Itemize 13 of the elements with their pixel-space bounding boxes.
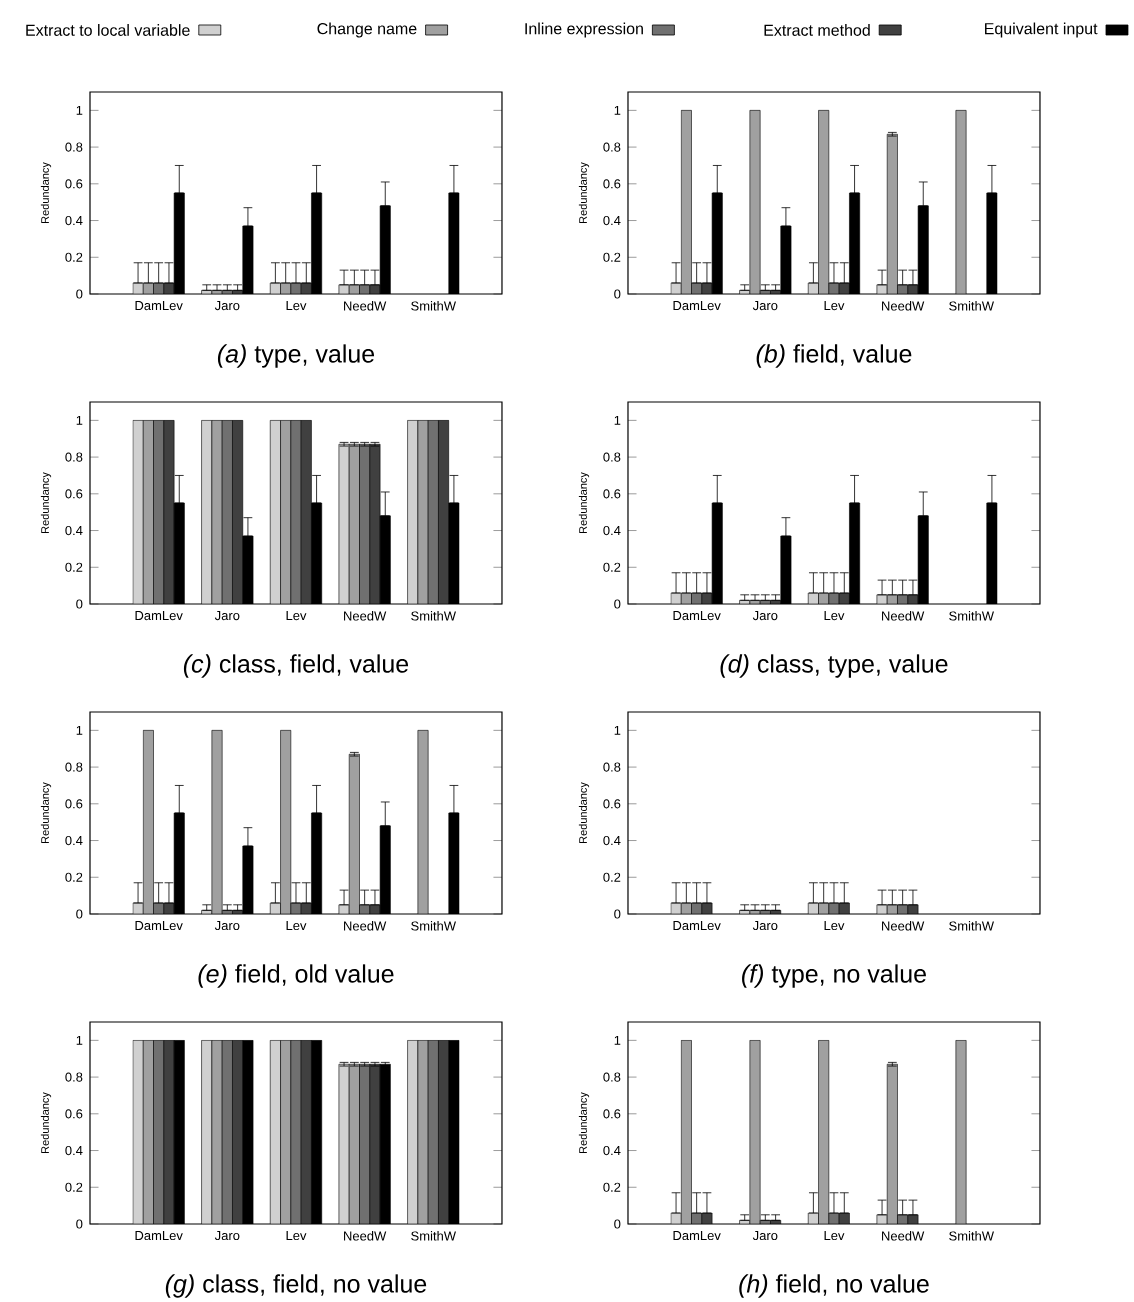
text: (g) class, field, no value [165,1274,427,1298]
text: (b) field, value [756,344,912,368]
text: (c) class, field, value [183,654,409,678]
legend-label: Inline expression [525,22,643,38]
legend-label: Equivalent input [985,22,1098,38]
legend-label: Extract to local variable [26,24,190,36]
legend-label: Change name [317,22,417,38]
text: (h) field, no value [739,1274,929,1298]
text: (e) field, old value [198,964,394,988]
text: (a) type, value [217,344,375,368]
text: (d) class, type, value [720,654,948,678]
legend-label: Extract method [764,24,870,36]
text: (f) type, no value [742,964,926,988]
